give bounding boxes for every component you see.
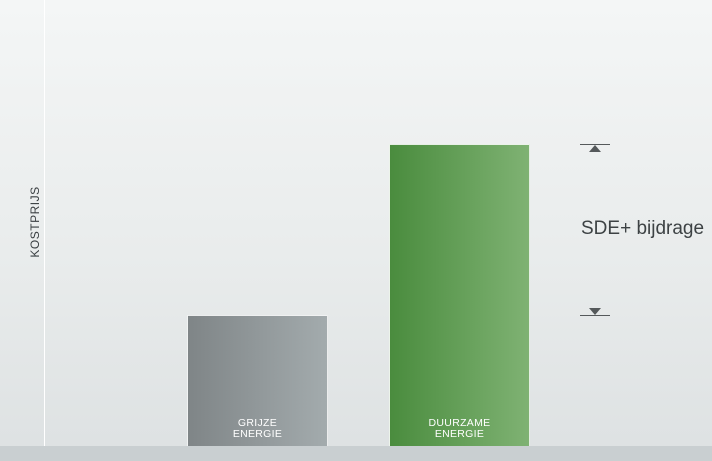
baseline-strip xyxy=(0,446,712,461)
sde-range-marker xyxy=(580,0,610,446)
bar-grijze-energie: GRIJZE ENERGIE xyxy=(187,314,328,446)
y-axis-label: KOSTPRIJS xyxy=(28,186,42,258)
bar-label-line: GRIJZE xyxy=(237,416,278,429)
sde-annotation-label: SDE+ bijdrage xyxy=(581,217,705,239)
bar-label-grijze-energie: GRIJZE ENERGIE xyxy=(188,416,327,440)
arrow-up-icon xyxy=(589,145,601,153)
bar-label-line: DUURZAME xyxy=(428,416,491,429)
marker-bottom-line xyxy=(580,314,610,316)
arrow-down-icon xyxy=(589,307,601,315)
bar-duurzame-energie: DUURZAME ENERGIE xyxy=(389,144,530,446)
marker-top-line xyxy=(580,144,610,146)
bar-label-line: ENERGIE xyxy=(434,427,485,440)
y-axis-line xyxy=(44,0,45,446)
bar-label-line: ENERGIE xyxy=(232,427,283,440)
bar-label-duurzame-energie: DUURZAME ENERGIE xyxy=(390,416,529,440)
